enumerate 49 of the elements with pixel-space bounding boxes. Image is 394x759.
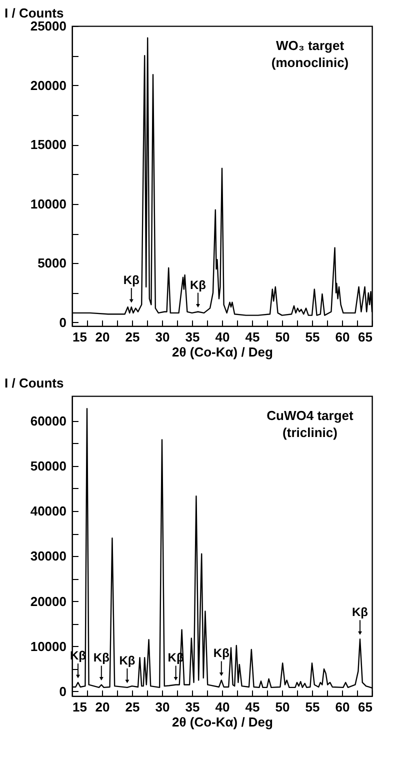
y-tick-label: 5000	[38, 256, 66, 271]
y-tick-label: 50000	[30, 458, 66, 474]
annotation: Kβ	[123, 273, 140, 288]
x-tick-label: 35	[185, 330, 200, 344]
x-tick-label: 55	[305, 330, 320, 344]
x-tick-label: 20	[95, 700, 110, 714]
x-tick-label: 50	[275, 700, 290, 714]
y-tick-label: 0	[59, 314, 66, 330]
annotation: Kβ	[213, 646, 230, 660]
x-tick-label: 40	[215, 330, 230, 344]
x-tick-label: 65	[358, 330, 372, 344]
y-tick-label: 20000	[30, 78, 66, 93]
annotation: Kβ	[119, 653, 136, 668]
annotation: CuWO4 target	[266, 408, 354, 423]
x-tick-label: 60	[335, 330, 350, 344]
y-axis-title: I / Counts	[4, 6, 64, 20]
x-tick-label: 15	[72, 330, 87, 344]
x-tick-label: 45	[245, 700, 260, 714]
x-tick-label: 55	[305, 700, 320, 714]
y-axis-title: I / Counts	[4, 376, 64, 390]
annotation: (monoclinic)	[271, 55, 349, 70]
x-tick-label: 45	[245, 330, 260, 344]
x-tick-label: 50	[275, 330, 290, 344]
y-tick-label: 10000	[30, 196, 66, 212]
x-tick-label: 25	[125, 330, 140, 344]
x-tick-label: 30	[155, 330, 170, 344]
y-tick-label: 10000	[30, 638, 66, 654]
x-tick-label: 15	[72, 700, 87, 714]
y-tick-label: 20000	[30, 594, 66, 609]
x-tick-label: 30	[155, 700, 170, 714]
y-tick-label: 60000	[30, 413, 66, 428]
annotation: Kβ	[352, 605, 368, 620]
x-tick-label: 40	[215, 700, 230, 714]
y-tick-label: 40000	[30, 504, 66, 519]
y-tick-label: 25000	[30, 18, 66, 34]
x-axis-title: 2θ (Co-Kα) / Deg	[172, 714, 274, 730]
annotation: WO₃ target	[276, 38, 345, 53]
x-tick-label: 35	[185, 700, 200, 714]
x-tick-label: 20	[95, 330, 110, 344]
x-tick-label: 65	[358, 700, 372, 714]
x-tick-label: 25	[125, 700, 140, 714]
annotation: (triclinic)	[282, 425, 338, 440]
x-axis-title: 2θ (Co-Kα) / Deg	[172, 344, 274, 360]
annotation: Kβ	[190, 278, 206, 292]
y-tick-label: 0	[59, 684, 66, 699]
x-tick-label: 60	[335, 700, 350, 714]
y-tick-label: 30000	[30, 548, 66, 564]
y-tick-label: 15000	[30, 137, 66, 152]
annotation: Kβ	[93, 650, 110, 665]
